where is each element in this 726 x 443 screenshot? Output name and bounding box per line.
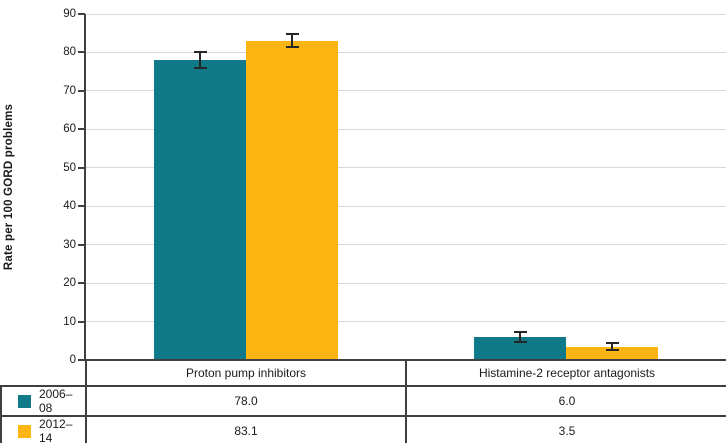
value-2012-14-ppi: 83.1 [86, 416, 407, 443]
category-header-proton-pump-inhibitors: Proton pump inhibitors [86, 359, 407, 387]
data-table: Proton pump inhibitors Histamine-2 recep… [0, 359, 726, 443]
gridline-60 [86, 128, 726, 130]
gridline-30 [86, 244, 726, 246]
legend-cell-2012-14: 2012–14 [0, 416, 87, 443]
gridline-80 [86, 51, 726, 53]
y-tick-label-80: 80 [63, 46, 76, 59]
value-2006-08-h2ra: 6.0 [406, 386, 726, 417]
legend-swatch-2006-08-icon [18, 394, 31, 408]
y-tick-10 [78, 320, 85, 323]
gridline-70 [86, 90, 726, 92]
bar-2012–14-0 [246, 40, 338, 360]
gridline-50 [86, 167, 726, 169]
bar-2012–14-1 [566, 346, 658, 360]
y-tick-label-30: 30 [63, 238, 76, 251]
bar-2006–08-0 [154, 60, 246, 360]
y-tick-label-20: 20 [63, 277, 76, 290]
y-tick-70 [78, 89, 85, 92]
y-tick-label-10: 10 [63, 315, 76, 328]
gridline-40 [86, 205, 726, 207]
error-bar-cap-top-2006–08-1 [513, 330, 527, 333]
table-row-2006-08: 2006–08 78.0 6.0 [0, 386, 726, 417]
error-bar-cap-bottom-2006–08-0 [193, 66, 207, 69]
error-bar-cap-bottom-2006–08-1 [513, 340, 527, 343]
table-row-2012-14: 2012–14 83.1 3.5 [0, 416, 726, 443]
error-bar-cap-top-2012–14-0 [285, 32, 299, 35]
y-tick-label-60: 60 [63, 123, 76, 136]
legend-swatch-2012-14-icon [18, 424, 31, 438]
error-bar-cap-bottom-2012–14-1 [605, 349, 619, 352]
y-tick-40 [78, 205, 85, 208]
y-tick-30 [78, 243, 85, 246]
y-tick-label-90: 90 [63, 8, 76, 20]
y-tick-50 [78, 166, 85, 169]
y-tick-label-50: 50 [63, 161, 76, 174]
table-corner-cell [1, 360, 87, 387]
legend-label-2006-08: 2006–08 [39, 387, 73, 415]
gridline-10 [86, 321, 726, 323]
y-tick-label-70: 70 [63, 84, 76, 97]
error-bar-cap-top-2012–14-1 [605, 341, 619, 344]
value-2006-08-ppi: 78.0 [86, 386, 407, 417]
error-bar-cap-bottom-2012–14-0 [285, 46, 299, 49]
table-header-row: Proton pump inhibitors Histamine-2 recep… [1, 359, 726, 387]
bar-2006–08-1 [474, 336, 566, 360]
y-tick-label-40: 40 [63, 200, 76, 213]
y-tick-90 [78, 13, 85, 15]
legend-cell-2006-08: 2006–08 [0, 386, 87, 417]
error-bar-cap-top-2006–08-0 [193, 51, 207, 54]
y-tick-20 [78, 282, 85, 285]
gridline-90 [86, 13, 726, 15]
y-axis-line [84, 14, 86, 360]
error-bar-line-2006–08-1 [519, 331, 521, 342]
legend-label-2012-14: 2012–14 [39, 417, 73, 443]
gridline-20 [86, 282, 726, 284]
error-bar-line-2006–08-0 [199, 52, 201, 68]
category-header-histamine-2-receptor-antagonists: Histamine-2 receptor antagonists [406, 359, 726, 387]
error-bar-line-2012–14-0 [291, 33, 293, 48]
error-bar-line-2012–14-1 [611, 342, 613, 351]
y-tick-60 [78, 128, 85, 131]
y-tick-80 [78, 51, 85, 54]
value-2012-14-h2ra: 3.5 [406, 416, 726, 443]
